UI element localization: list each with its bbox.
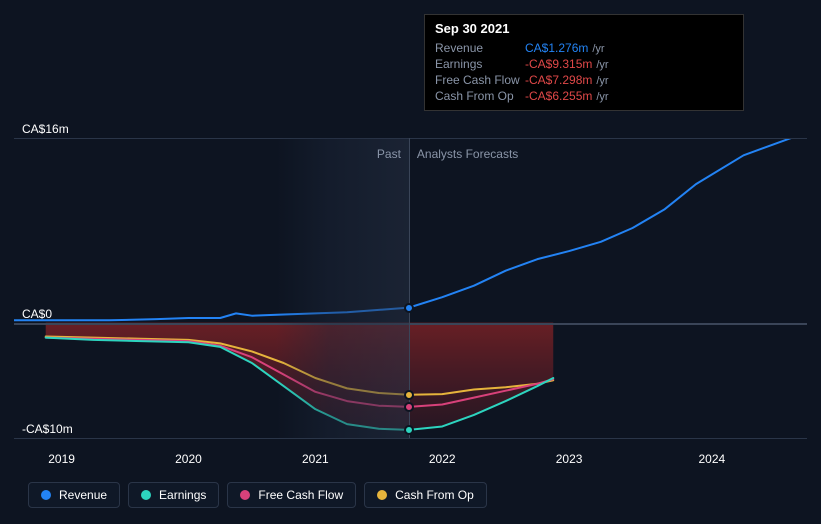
legend-label: Cash From Op xyxy=(395,488,474,502)
x-axis-label: 2021 xyxy=(302,452,329,466)
tooltip-row: Free Cash Flow -CA$7.298m /yr xyxy=(435,72,733,88)
series-marker xyxy=(404,303,414,313)
tooltip-rows: Revenue CA$1.276m /yrEarnings -CA$9.315m… xyxy=(435,40,733,104)
y-axis-label: CA$16m xyxy=(22,122,69,136)
financial-chart: Sep 30 2021 Revenue CA$1.276m /yrEarning… xyxy=(14,0,807,524)
legend-swatch xyxy=(141,490,151,500)
legend-item-revenue[interactable]: Revenue xyxy=(28,482,120,508)
tooltip-row-unit: /yr xyxy=(592,43,604,55)
chart-tooltip: Sep 30 2021 Revenue CA$1.276m /yrEarning… xyxy=(424,14,744,111)
x-axis-label: 2022 xyxy=(429,452,456,466)
forecast-label: Analysts Forecasts xyxy=(417,147,518,161)
gridline xyxy=(14,438,807,439)
tooltip-row-label: Revenue xyxy=(435,41,525,55)
x-axis-label: 2019 xyxy=(48,452,75,466)
past-label: Past xyxy=(377,147,401,161)
legend-label: Earnings xyxy=(159,488,206,502)
tooltip-row-label: Earnings xyxy=(435,57,525,71)
tooltip-row-unit: /yr xyxy=(596,59,608,71)
tooltip-row-label: Cash From Op xyxy=(435,89,525,103)
chart-legend: Revenue Earnings Free Cash Flow Cash Fro… xyxy=(28,482,487,508)
legend-item-cash-from-op[interactable]: Cash From Op xyxy=(364,482,487,508)
y-axis-label: CA$0 xyxy=(22,307,52,321)
series-marker xyxy=(404,390,414,400)
legend-label: Free Cash Flow xyxy=(258,488,343,502)
x-axis-label: 2024 xyxy=(698,452,725,466)
legend-swatch xyxy=(377,490,387,500)
gridline xyxy=(14,138,807,139)
tooltip-row-label: Free Cash Flow xyxy=(435,73,525,87)
x-axis-label: 2020 xyxy=(175,452,202,466)
legend-label: Revenue xyxy=(59,488,107,502)
tooltip-row: Revenue CA$1.276m /yr xyxy=(435,40,733,56)
tooltip-row-value: -CA$7.298m xyxy=(525,73,592,87)
legend-item-free-cash-flow[interactable]: Free Cash Flow xyxy=(227,482,356,508)
gridline xyxy=(14,323,807,325)
tooltip-row-unit: /yr xyxy=(596,75,608,87)
series-marker xyxy=(404,402,414,412)
series-marker xyxy=(404,425,414,435)
tooltip-row: Earnings -CA$9.315m /yr xyxy=(435,56,733,72)
tooltip-row-value: -CA$6.255m xyxy=(525,89,592,103)
tooltip-row-value: -CA$9.315m xyxy=(525,57,592,71)
tooltip-row-unit: /yr xyxy=(596,91,608,103)
tooltip-row: Cash From Op -CA$6.255m /yr xyxy=(435,88,733,104)
x-axis-label: 2023 xyxy=(556,452,583,466)
legend-item-earnings[interactable]: Earnings xyxy=(128,482,219,508)
tooltip-date: Sep 30 2021 xyxy=(435,21,733,40)
tooltip-row-value: CA$1.276m xyxy=(525,41,588,55)
legend-swatch xyxy=(41,490,51,500)
legend-swatch xyxy=(240,490,250,500)
y-axis-label: -CA$10m xyxy=(22,422,73,436)
